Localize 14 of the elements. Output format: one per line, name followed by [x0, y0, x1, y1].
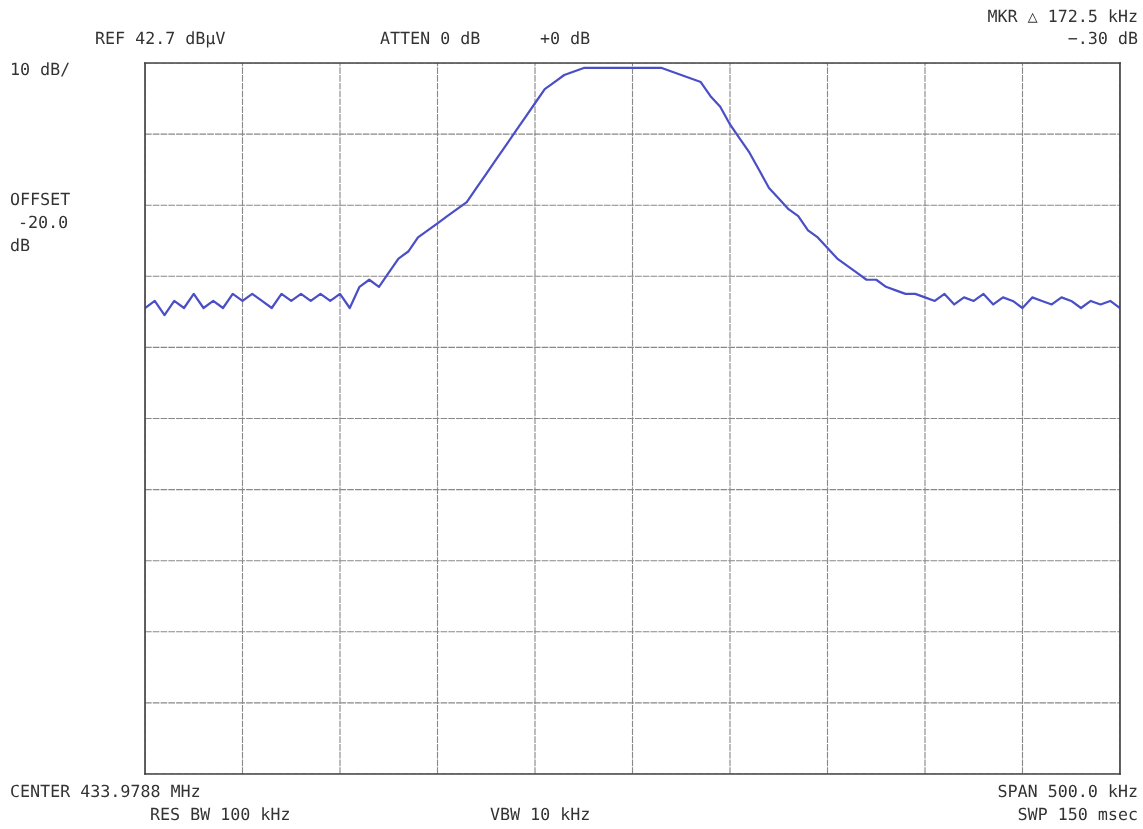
text: 10 dB/: [12, 62, 69, 77]
text: dB: [11, 238, 30, 252]
text: +0 dB: [540, 31, 590, 45]
text: RES BW 100 kHz: [151, 807, 289, 821]
text: OFFSET: [10, 192, 70, 206]
text: MKR △ 172.5 kHz: [988, 9, 1137, 23]
text: SWP 150 msec: [1018, 807, 1137, 821]
text: CENTER 433.9788 MHz: [11, 784, 200, 798]
text: −.30 dB: [1068, 31, 1138, 45]
text: REF 42.7 dBµV: [96, 31, 225, 48]
text: ATTEN 0 dB: [380, 31, 480, 45]
text: VBW 10 kHz: [490, 807, 589, 821]
text: SPAN 500.0 kHz: [998, 784, 1137, 798]
text: -20.0: [20, 215, 68, 229]
